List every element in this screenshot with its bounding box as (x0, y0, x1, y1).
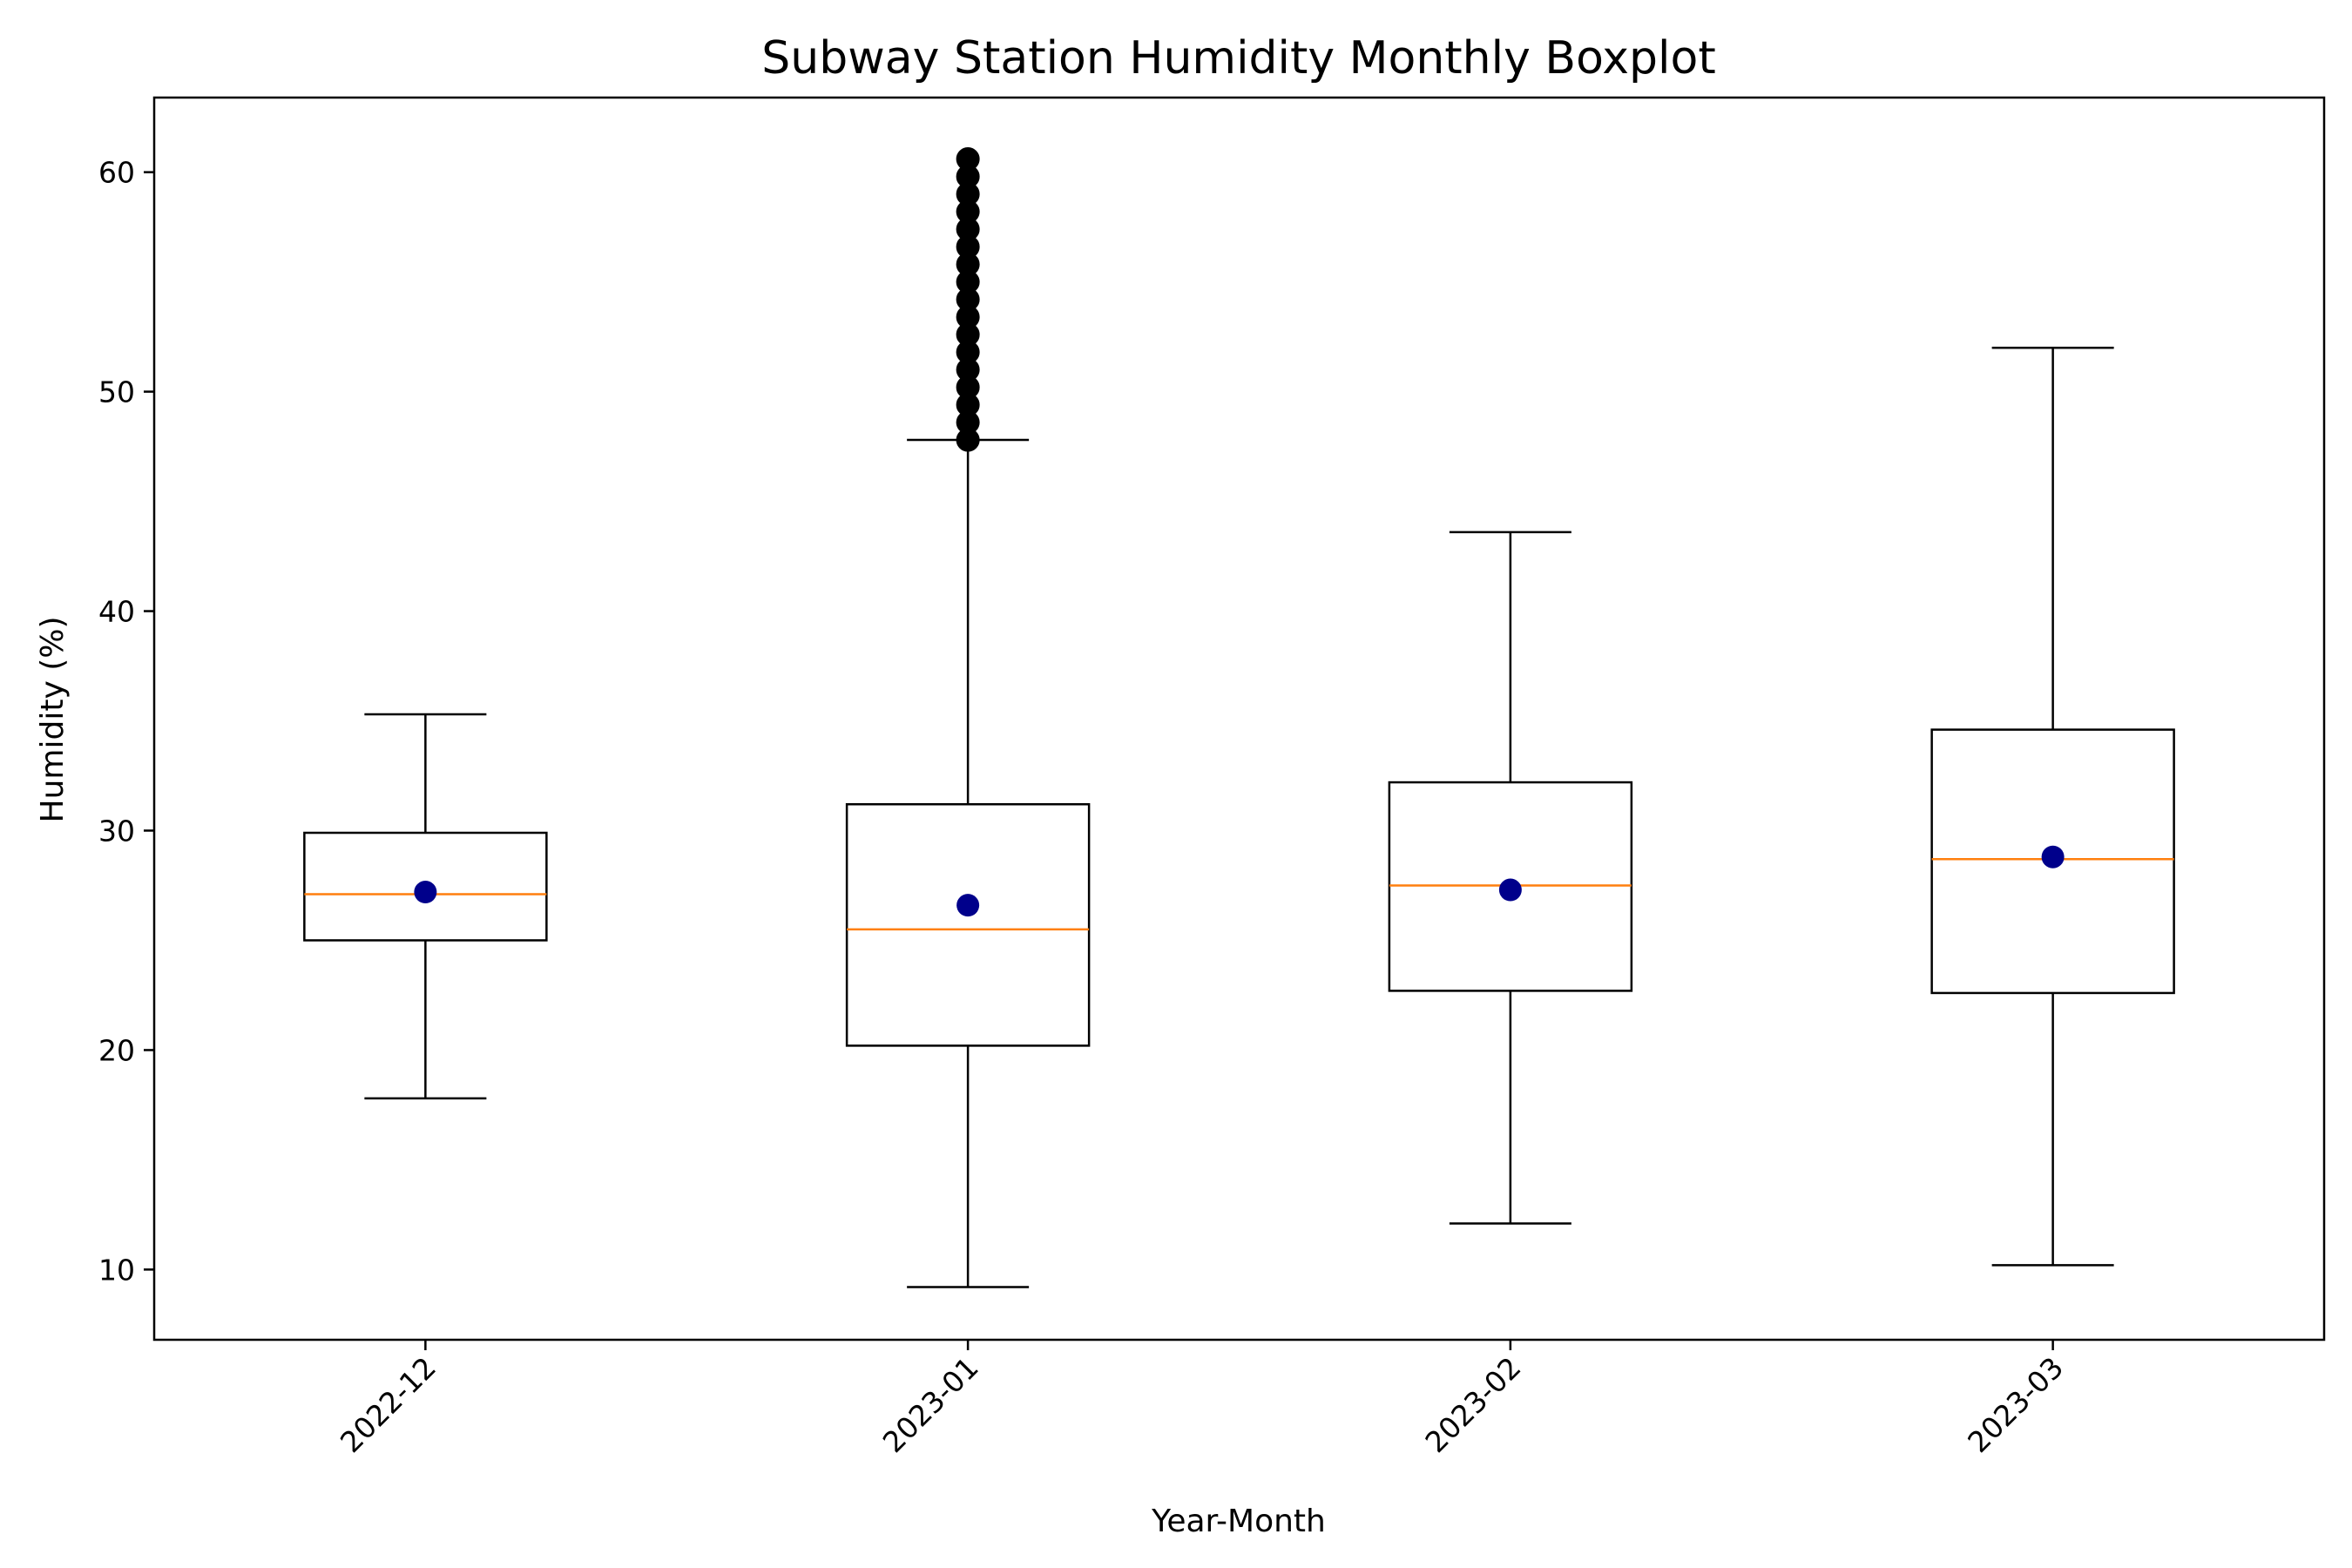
x-tick-label: 2022-12 (334, 1350, 443, 1459)
iqr-box (1930, 728, 2175, 995)
x-tick-label: 2023-02 (1418, 1350, 1527, 1459)
iqr-box (845, 803, 1091, 1047)
chart-title: Subway Station Humidity Monthly Boxplot (761, 32, 1715, 84)
plot-frame (152, 96, 2326, 1342)
y-tick-label: 40 (98, 595, 135, 629)
mean-point (414, 881, 437, 904)
y-tick-label: 10 (98, 1253, 135, 1287)
y-axis-label: Humidity (%) (35, 617, 71, 823)
mean-point (956, 894, 980, 917)
mean-point (2041, 845, 2065, 868)
iqr-box (303, 831, 548, 942)
plot-area: 10 20 30 40 50 60 2022-12 2023-01 2023-02 2023-03 (98, 96, 2326, 1459)
x-tick-label: 2023-03 (1961, 1350, 2070, 1459)
y-tick-label: 50 (98, 375, 135, 409)
y-tick-label: 20 (98, 1033, 135, 1067)
y-tick-label: 30 (98, 814, 135, 848)
x-axis-label: Year-Month (1151, 1504, 1326, 1539)
iqr-box (1388, 781, 1633, 992)
x-tick-label: 2023-01 (876, 1350, 985, 1459)
y-tick-label: 60 (98, 156, 135, 190)
mean-point (1498, 878, 1522, 902)
outlier-point (956, 147, 980, 172)
